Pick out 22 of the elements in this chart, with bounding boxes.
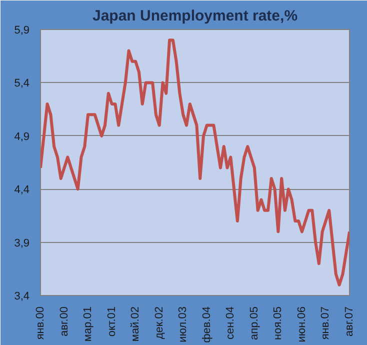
- line-series: [40, 38, 350, 286]
- x-tick-label: сен.04: [224, 306, 237, 340]
- y-tick-label: 5,4: [14, 78, 30, 90]
- chart-title: Japan Unemployment rate,%: [92, 8, 298, 24]
- y-tick-label: 5,9: [14, 24, 30, 36]
- x-tick-label: окт.01: [106, 306, 118, 337]
- y-tick-label: 4,4: [14, 184, 30, 196]
- x-tick-label: янв.00: [34, 306, 46, 340]
- x-tick-label: июл.03: [177, 306, 190, 342]
- x-tick-label: дек.02: [153, 306, 166, 340]
- x-tick-label: июн.06: [296, 306, 308, 342]
- x-tick-label: апр.05: [248, 306, 260, 340]
- y-tick-label: 4,9: [14, 130, 30, 143]
- y-tick-label: 3,4: [14, 290, 30, 302]
- x-tick-label: мар.01: [82, 306, 94, 342]
- x-tick-label: ноя.05: [272, 306, 284, 340]
- x-tick-label: янв.07: [320, 306, 332, 340]
- x-tick-label: авг.00: [58, 306, 70, 336]
- y-tick-label: 3,9: [14, 237, 30, 250]
- x-tick-label: фев.04: [200, 306, 213, 343]
- x-tick-label: май.02: [130, 306, 142, 342]
- x-tick-label: авг.07: [344, 306, 356, 336]
